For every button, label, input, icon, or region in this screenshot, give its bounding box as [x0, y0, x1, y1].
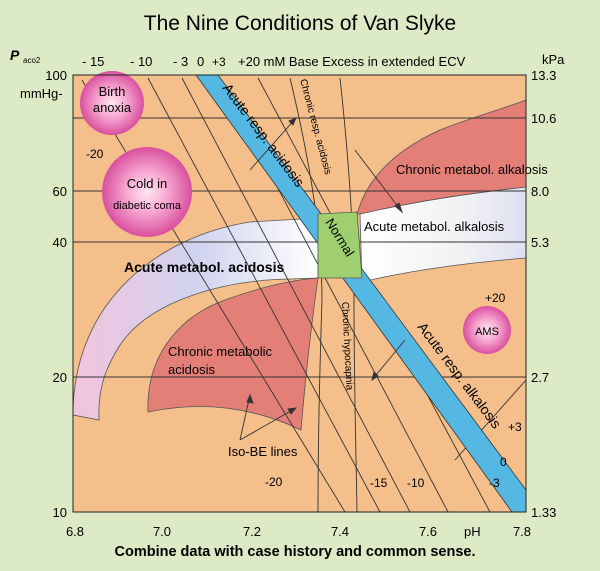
- be-label: +20: [485, 291, 506, 305]
- y-tick-mmhg: 60: [53, 184, 67, 199]
- y-tick-mmhg: 20: [53, 370, 67, 385]
- x-tick-ph: 6.8: [66, 524, 84, 539]
- be-label: -15: [370, 476, 388, 490]
- footer-note: Combine data with case history and commo…: [115, 544, 476, 560]
- chronic-metabolic-acidosis-label: acidosis: [168, 362, 215, 377]
- cold-diabetic-coma-label: Cold in: [127, 176, 167, 191]
- y-tick-kpa: 5.3: [531, 235, 549, 250]
- pco2-label: P: [10, 47, 20, 63]
- ph-unit: pH: [464, 524, 481, 539]
- ams-label: AMS: [475, 326, 499, 338]
- ams-circle: [463, 306, 511, 354]
- acute-metabol-alkalosis-label: Acute metabol. alkalosis: [364, 219, 505, 234]
- cold-diabetic-coma-label: diabetic coma: [113, 200, 182, 212]
- iso-be-lines-label: Iso-BE lines: [228, 444, 298, 459]
- x-tick-ph: 7.8: [513, 524, 531, 539]
- y-tick-mmhg: 10: [53, 505, 67, 520]
- top-be-tick: 0: [197, 54, 204, 69]
- x-tick-ph: 7.0: [153, 524, 171, 539]
- acute-metabol-acidosis-label: Acute metabol. acidosis: [124, 259, 284, 275]
- y-tick-kpa: 1.33: [531, 505, 556, 520]
- y-tick-kpa: 10.6: [531, 111, 556, 126]
- kpa-unit: kPa: [542, 52, 565, 67]
- chronic-hypocapnia-label: Chronic hypocapnia: [339, 302, 355, 391]
- y-tick-kpa: 13.3: [531, 68, 556, 83]
- be-label: 0: [500, 455, 507, 469]
- x-tick-ph: 7.2: [243, 524, 261, 539]
- plot-frame: [72, 74, 527, 513]
- y-tick-kpa: 2.7: [531, 370, 549, 385]
- be-label: -20: [265, 475, 283, 489]
- be-label: +3: [508, 420, 522, 434]
- cold-diabetic-coma-circle: [102, 147, 192, 237]
- y-tick-mmhg: 40: [53, 235, 67, 250]
- acute-metabol-acidosis-band: [72, 217, 319, 421]
- birth-anoxia-circle: [80, 71, 144, 135]
- be-label: -20: [86, 147, 104, 161]
- diagram-title: The Nine Conditions of Van Slyke: [144, 12, 456, 35]
- chronic-lines: [289, 77, 358, 513]
- chronic-metabol-alkalosis-label: Chronic metabol. alkalosis: [396, 162, 548, 177]
- pco2-subscript: aco2: [23, 56, 41, 65]
- mmhg-unit: mmHg-: [20, 86, 63, 101]
- normal-zone: [317, 211, 363, 279]
- birth-anoxia-label: anoxia: [93, 100, 132, 115]
- birth-anoxia-label: Birth: [99, 84, 126, 99]
- top-be-tick: +3: [212, 55, 226, 69]
- be-label: -3: [489, 476, 500, 490]
- y-tick-mmhg: 100: [45, 68, 67, 83]
- chronic-metabolic-acidosis-label: Chronic metabolic: [168, 344, 273, 359]
- top-be-tick: - 3: [173, 54, 188, 69]
- annotation-arrows: [239, 117, 406, 441]
- top-be-tick: - 10: [130, 54, 152, 69]
- y-tick-kpa: 8.0: [531, 184, 549, 199]
- x-tick-ph: 7.4: [331, 524, 349, 539]
- x-tick-ph: 7.6: [419, 524, 437, 539]
- top-caption: +20 mM Base Excess in extended ECV: [238, 54, 466, 69]
- be-label: -10: [407, 476, 425, 490]
- chronic-metabol-alkalosis-zone: [356, 99, 527, 215]
- top-be-tick: - 15: [82, 54, 104, 69]
